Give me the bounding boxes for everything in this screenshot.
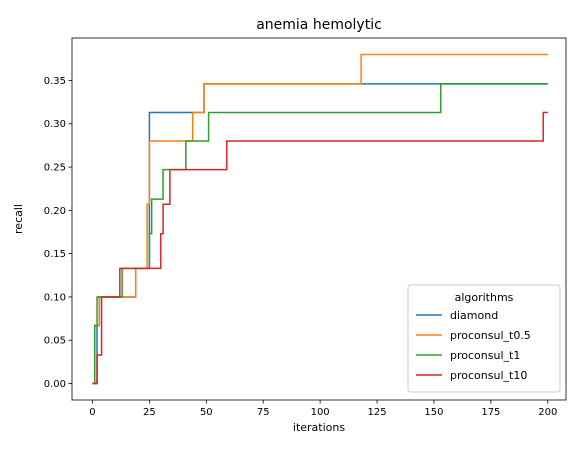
series-line-proconsul-t1 (92, 83, 548, 385)
x-tick-label: 25 (143, 407, 156, 418)
x-tick-label: 175 (481, 407, 500, 418)
x-tick-label: 150 (424, 407, 443, 418)
y-tick-label: 0.35 (44, 76, 66, 87)
y-tick-label: 0.00 (44, 379, 66, 390)
legend-label-proconsul-t1: proconsul_t1 (450, 349, 520, 362)
x-tick-label: 0 (89, 407, 95, 418)
y-tick-label: 0.15 (44, 249, 66, 260)
y-tick-label: 0.10 (44, 292, 66, 303)
x-tick-label: 100 (311, 407, 330, 418)
x-tick-label: 125 (368, 407, 387, 418)
legend: algorithms diamond proconsul_t0.5 proconsu… (407, 284, 561, 393)
y-tick-label: 0.30 (44, 119, 66, 130)
legend-label-diamond: diamond (450, 309, 498, 322)
y-tick-label: 0.05 (44, 336, 66, 347)
y-tick-label: 0.20 (44, 206, 66, 217)
series-line-proconsul-t10 (92, 111, 548, 385)
y-axis-label: recall (12, 204, 25, 234)
x-tick-label: 50 (200, 407, 213, 418)
y-tick-label: 0.25 (44, 163, 66, 174)
plot-area (92, 53, 548, 385)
y-axis-ticks: 0.00 0.05 0.10 0.15 0.20 0.25 0.30 0.35 (44, 76, 72, 390)
legend-label-proconsul-t0-5: proconsul_t0.5 (450, 329, 531, 342)
x-axis-ticks: 0 25 50 75 100 125 150 175 200 (89, 400, 557, 418)
legend-label-proconsul-t10: proconsul_t10 (450, 369, 527, 382)
series-line-proconsul-t0-5 (92, 53, 548, 385)
x-tick-label: 200 (538, 407, 557, 418)
chart-title: anemia hemolytic (256, 17, 382, 33)
legend-items: diamond proconsul_t0.5 proconsul_t1procons… (416, 309, 531, 382)
plot-frame (71, 37, 567, 401)
legend-title: algorithms (455, 291, 514, 304)
x-axis-label: iterations (293, 421, 345, 434)
legend-box (407, 284, 561, 393)
x-tick-label: 75 (257, 407, 270, 418)
